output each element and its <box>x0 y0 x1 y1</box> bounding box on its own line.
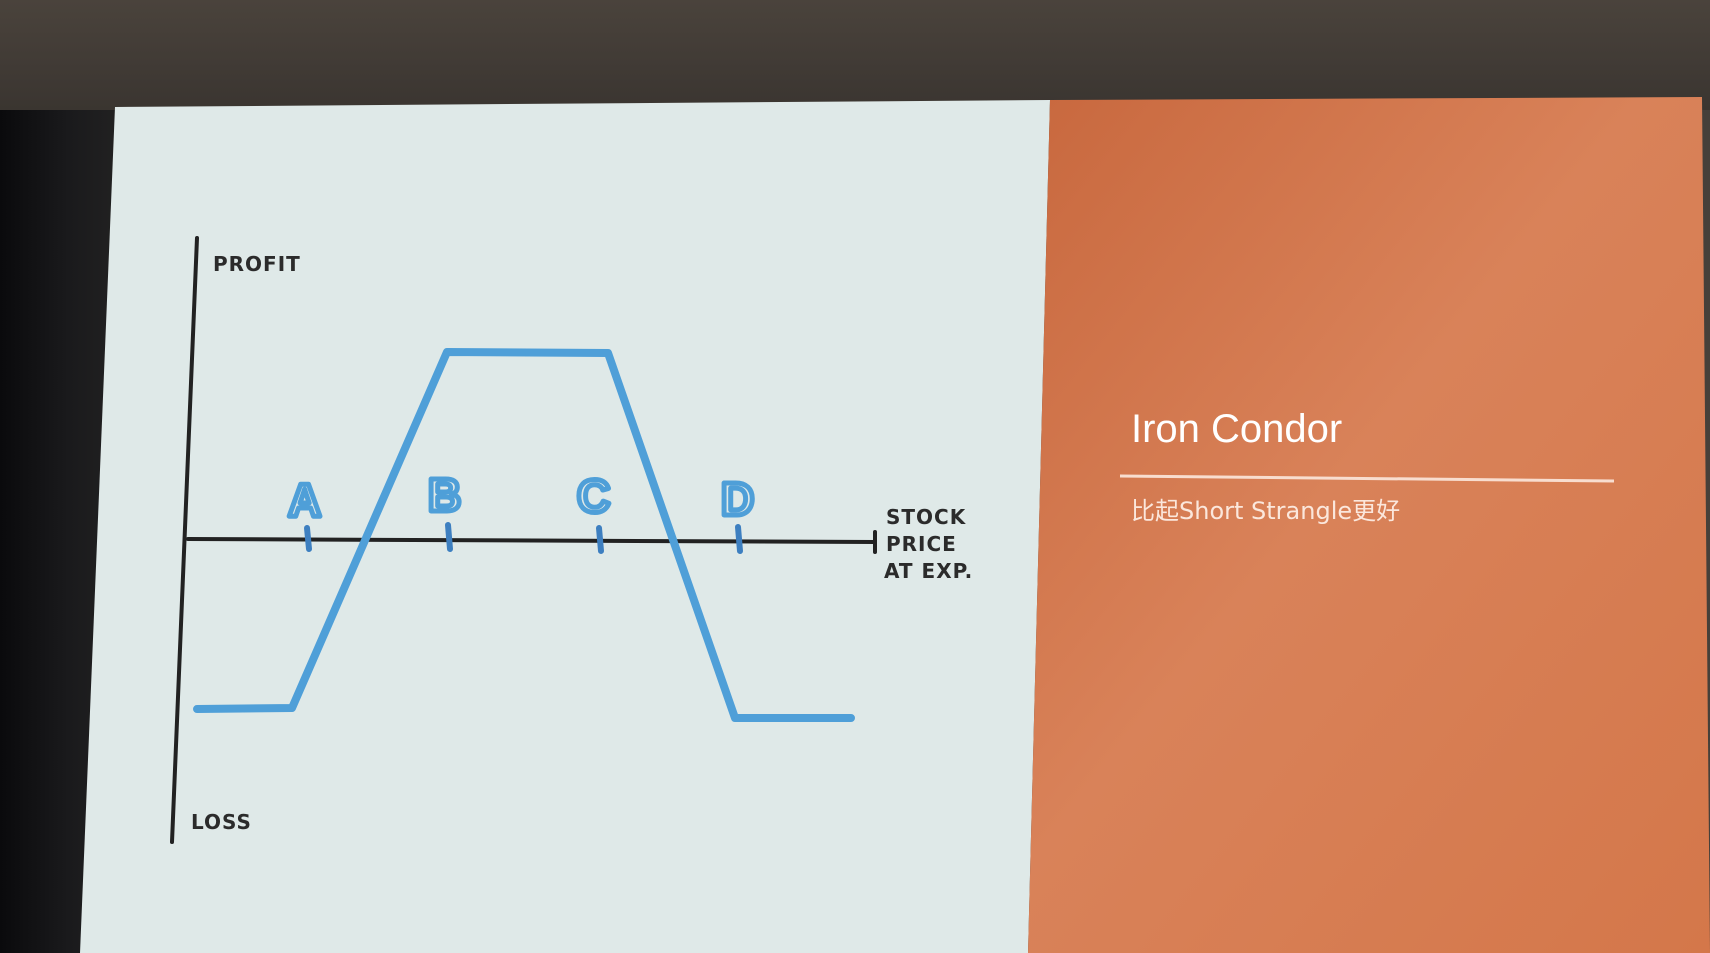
strike-label-d: D <box>721 473 754 525</box>
strike-tick-a <box>304 525 312 552</box>
strike-tick-d <box>735 524 743 554</box>
strike-tick-c <box>596 525 604 554</box>
loss-label: LOSS <box>191 810 252 834</box>
slide-left-panel <box>80 100 1050 953</box>
payoff-line <box>193 348 855 722</box>
x-axis <box>186 537 877 544</box>
y-axis <box>170 236 199 844</box>
ceiling <box>0 0 1710 110</box>
x-axis-label-line1: STOCK <box>886 505 967 529</box>
strike-tick-b <box>445 522 453 552</box>
profit-label: PROFIT <box>213 252 301 276</box>
x-axis-label-line3: AT EXP. <box>884 559 973 583</box>
slide-title: Iron Condor <box>1131 407 1342 451</box>
strike-label-b: B <box>428 469 461 521</box>
payoff-diagram: A B C D PROFIT LOSS STOCK PRICE AT EXP. <box>170 236 973 844</box>
slide-right-panel <box>1028 97 1710 953</box>
strike-label-a: A <box>288 474 321 526</box>
slide-subtitle: 比起Short Strangle更好 <box>1131 497 1400 525</box>
title-rule <box>1119 474 1615 483</box>
x-axis-label-line2: PRICE <box>886 532 957 556</box>
strike-label-c: C <box>577 470 610 522</box>
